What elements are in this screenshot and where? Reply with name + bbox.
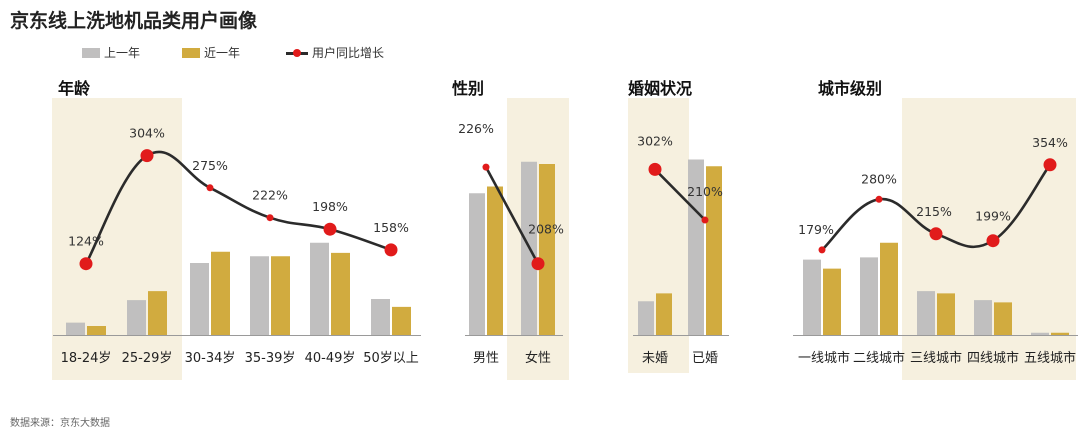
panel3-bar-last-year-3: [974, 300, 992, 335]
panel0-growth-point-4: [323, 222, 337, 236]
panel0-growth-point-3: [266, 214, 274, 222]
panel3-bar-last-year-2: [917, 291, 935, 335]
legend-last-year: 上一年: [82, 44, 140, 61]
legend-growth: 用户同比增长: [286, 44, 384, 61]
panel2-category-label-0: 未婚: [642, 351, 668, 366]
panel3-growth-point-0: [818, 246, 826, 254]
panel3-growth-point-2: [929, 227, 943, 241]
panel2-bar-last-year-1: [688, 159, 704, 335]
panel3-category-label-4: 五线城市: [1024, 350, 1076, 366]
legend-growth-label: 用户同比增长: [312, 46, 385, 60]
section-title-city: 城市级别: [818, 79, 883, 98]
panel0-bar-recent-year-2: [211, 251, 230, 335]
panel3-bar-last-year-1: [860, 257, 878, 335]
panel3-bar-recent-year-4: [1051, 332, 1069, 335]
panel0-category-label-3: 35-39岁: [245, 351, 296, 366]
panel0-growth-label-0: 124%: [68, 234, 104, 249]
panel0-growth-label-2: 275%: [192, 158, 228, 173]
panel3-growth-label-1: 280%: [861, 171, 897, 186]
panel0-growth-label-4: 198%: [312, 199, 348, 214]
panel0-bar-last-year-4: [310, 242, 329, 335]
panel0-bar-last-year-5: [371, 299, 390, 335]
panel0-bar-last-year-2: [190, 263, 209, 335]
panel0-bar-recent-year-3: [271, 256, 290, 335]
panel3-bar-recent-year-2: [937, 293, 955, 335]
panel0-growth-point-0: [79, 257, 93, 271]
panel0-category-label-5: 50岁以上: [363, 351, 419, 366]
legend-last-year-label: 上一年: [104, 46, 141, 60]
panel2-growth-point-1: [701, 216, 709, 224]
panel0-bar-recent-year-4: [331, 252, 350, 335]
panel3-category-label-3: 四线城市: [967, 350, 1019, 366]
panel3-growth-label-4: 354%: [1032, 135, 1068, 150]
panel0-bar-recent-year-5: [392, 306, 411, 335]
panel3-bar-recent-year-3: [994, 302, 1012, 335]
panel0-bar-recent-year-1: [148, 291, 167, 335]
panel3-bar-last-year-4: [1031, 332, 1049, 335]
panel2-bar-recent-year-1: [706, 166, 722, 335]
panel0-growth-label-1: 304%: [129, 126, 165, 141]
panel0-growth-label-5: 158%: [373, 220, 409, 235]
panel0-growth-point-1: [140, 149, 154, 163]
panel1-category-label-1: 女性: [525, 350, 551, 366]
panel1-bar-recent-year-1: [539, 164, 555, 335]
panel0-growth-label-3: 222%: [252, 188, 288, 203]
panel1-growth-point-0: [482, 163, 490, 171]
legend-growth-swatch: [286, 48, 308, 58]
panel3-growth-label-3: 199%: [975, 209, 1011, 224]
panel1-growth-label-0: 226%: [458, 121, 494, 136]
panel0-growth-point-5: [384, 243, 398, 257]
panel1-bar-last-year-0: [469, 193, 485, 335]
panel3-category-label-2: 三线城市: [910, 350, 962, 366]
panel0-bar-last-year-1: [127, 300, 146, 335]
panel3-category-label-1: 二线城市: [853, 350, 905, 366]
panel1-growth-label-1: 208%: [528, 222, 564, 237]
panel0-category-label-2: 30-34岁: [185, 351, 236, 366]
panel3-growth-point-3: [986, 234, 1000, 248]
panel0-category-label-1: 25-29岁: [122, 351, 173, 366]
panel2-bar-recent-year-0: [656, 293, 672, 335]
panel2-growth-label-0: 302%: [637, 133, 673, 148]
legend-recent-year: 近一年: [182, 44, 240, 61]
panel3-bar-last-year-0: [803, 259, 821, 335]
panel3-bar-recent-year-0: [823, 268, 841, 335]
panel0-category-label-0: 18-24岁: [61, 351, 112, 366]
panel1-highlight: [507, 98, 569, 380]
panel2-growth-point-0: [648, 162, 662, 176]
panel3-growth-label-0: 179%: [798, 222, 834, 237]
section-title-gender: 性别: [452, 79, 485, 98]
panel3-bar-recent-year-1: [880, 242, 898, 335]
section-title-marital: 婚姻状况: [628, 79, 693, 98]
panel1-growth-point-1: [531, 257, 545, 271]
panel3-growth-point-1: [875, 195, 883, 203]
page-title: 京东线上洗地机品类用户画像: [10, 10, 258, 32]
panel0-category-label-4: 40-49岁: [305, 351, 356, 366]
panel0-bar-last-year-3: [250, 256, 269, 335]
panel3-growth-point-4: [1043, 158, 1057, 172]
legend-last-year-swatch: [82, 48, 100, 58]
panel0-growth-point-2: [206, 184, 214, 192]
data-source: 数据来源：京东大数据: [10, 418, 110, 429]
panel1-category-label-0: 男性: [473, 351, 499, 366]
panel0-bar-recent-year-0: [87, 326, 106, 335]
panel2-growth-label-1: 210%: [687, 184, 723, 199]
panel3-growth-label-2: 215%: [916, 204, 952, 219]
section-title-age: 年龄: [58, 79, 91, 98]
panel1-bar-recent-year-0: [487, 186, 503, 335]
panel0-bar-last-year-0: [66, 322, 85, 335]
legend-recent-year-label: 近一年: [204, 46, 241, 60]
panel3-category-label-0: 一线城市: [798, 350, 850, 366]
panel2-category-label-1: 已婚: [692, 351, 718, 366]
legend-recent-year-swatch: [182, 48, 200, 58]
panel2-bar-last-year-0: [638, 301, 654, 335]
